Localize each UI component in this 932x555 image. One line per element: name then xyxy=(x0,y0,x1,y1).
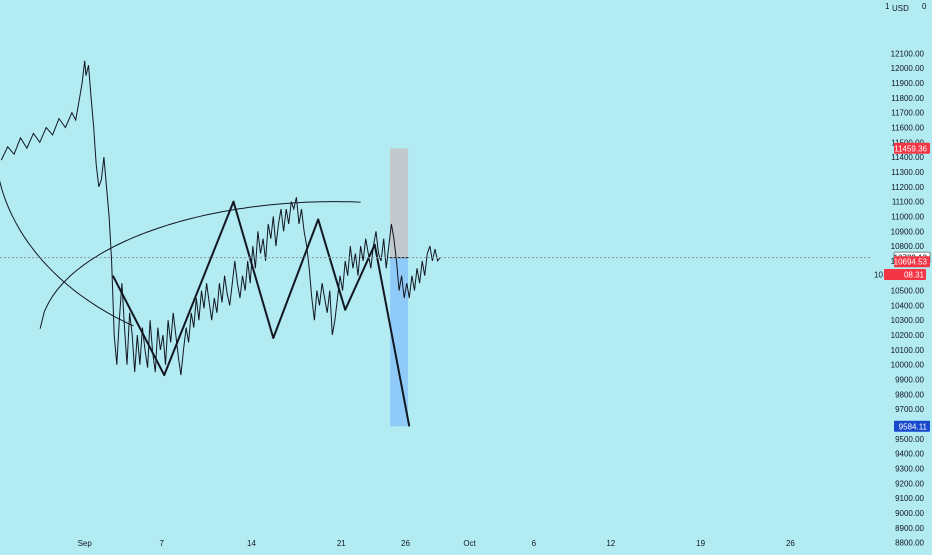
price-tick-label: 11700.00 xyxy=(891,109,924,118)
time-tick-label: Oct xyxy=(463,539,476,548)
price-tick-label: 9100.00 xyxy=(895,494,924,503)
time-tick-label: 14 xyxy=(247,539,256,548)
arc-1[interactable] xyxy=(0,168,134,327)
price-tick-label: 9200.00 xyxy=(895,479,924,488)
price-tick-label: 11800.00 xyxy=(891,94,924,103)
position-target-zone[interactable] xyxy=(390,148,409,258)
price-tick-label: 10300.00 xyxy=(891,316,925,325)
price-axis[interactable]: 12100.00 12000.00 11900.00 11800.00 11700.00… xyxy=(870,0,932,550)
price-tick-label: 8800.00 xyxy=(895,539,924,548)
price-tick-label: 10900.00 xyxy=(891,227,925,236)
price-tick-label: 10100.00 xyxy=(891,346,925,355)
price-tick-label: 10000.00 xyxy=(891,361,925,370)
price-tick-label: 12000.00 xyxy=(891,64,925,73)
price-tick-label: 10200.00 xyxy=(891,331,925,340)
price-tag-label: 10694.53 xyxy=(894,258,928,267)
price-tick-label: 11200.00 xyxy=(891,183,924,192)
price-tick-partial-left: 1 xyxy=(885,2,890,11)
price-line xyxy=(0,60,441,376)
price-tick-label: 11300.00 xyxy=(891,168,924,177)
position-box[interactable] xyxy=(390,148,409,427)
price-tick-label: 11000.00 xyxy=(891,212,924,221)
time-tick-label: 21 xyxy=(337,539,346,548)
price-tag-bg xyxy=(894,420,930,432)
price-tick-label: 8900.00 xyxy=(895,524,924,533)
price-tick-label: 10500.00 xyxy=(891,287,925,296)
price-tick-label: 9500.00 xyxy=(895,435,924,444)
price-tag-prefix: 10 xyxy=(874,271,883,280)
price-series xyxy=(0,60,441,376)
price-tag-bg xyxy=(894,256,930,268)
price-tag: 9584.11 xyxy=(894,420,930,432)
price-tag-bg xyxy=(894,142,930,154)
price-tag: 10694.53 xyxy=(894,256,930,268)
price-tick-label: 11100.00 xyxy=(892,198,925,207)
time-tick-label: 7 xyxy=(159,539,164,548)
price-tag-label: 9584.11 xyxy=(899,422,928,431)
price-tick-label: 10400.00 xyxy=(891,301,925,310)
time-tick-label: 12 xyxy=(606,539,615,548)
pattern-line[interactable] xyxy=(112,200,411,427)
time-tick-label: 26 xyxy=(401,539,410,548)
price-tag-bg xyxy=(884,269,926,280)
arc-drawings[interactable] xyxy=(0,168,361,329)
price-tag: 10 08.31 xyxy=(874,269,926,280)
price-tag-label: 08.31 xyxy=(904,271,925,280)
time-axis[interactable]: Sep 7 14 21 26 Oct 6 12 19 26 xyxy=(78,539,796,548)
price-tick-label: 9700.00 xyxy=(895,405,924,414)
price-tick-label: 11600.00 xyxy=(891,124,924,133)
price-tick-label: 11400.00 xyxy=(891,153,924,162)
price-tick-label: 11900.00 xyxy=(891,79,924,88)
time-tick-label: 19 xyxy=(696,539,705,548)
zigzag-line[interactable] xyxy=(112,200,411,427)
price-tick-partial-right: 0 xyxy=(922,2,927,11)
time-tick-label: 26 xyxy=(786,539,795,548)
price-tag-label: 11459.36 xyxy=(894,144,927,153)
price-tick-label: 9400.00 xyxy=(895,450,924,459)
currency-label: USD xyxy=(892,4,909,13)
arc-2[interactable] xyxy=(39,201,361,329)
price-tick-label: 9900.00 xyxy=(895,376,924,385)
price-tag: 11459.36 xyxy=(894,142,930,154)
time-tick-label: 6 xyxy=(532,539,537,548)
price-tick-label: 12100.00 xyxy=(891,49,925,58)
position-stop-zone[interactable] xyxy=(390,257,409,427)
price-tick-label: 9800.00 xyxy=(895,390,924,399)
price-tick-label: 9300.00 xyxy=(895,465,924,474)
time-tick-label: Sep xyxy=(78,539,93,548)
price-tick-label: 9000.00 xyxy=(895,509,924,518)
price-tick-label: 10800.00 xyxy=(891,242,925,251)
